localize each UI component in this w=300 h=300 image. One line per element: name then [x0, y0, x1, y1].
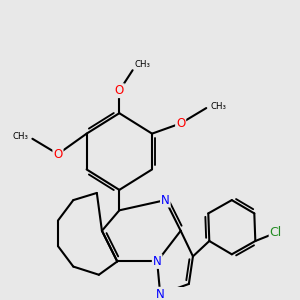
Text: Cl: Cl: [270, 226, 282, 239]
Text: N: N: [153, 255, 161, 268]
Text: O: O: [115, 84, 124, 97]
Text: N: N: [156, 288, 165, 300]
Text: CH₃: CH₃: [12, 132, 28, 141]
Text: CH₃: CH₃: [210, 101, 226, 110]
Text: N: N: [161, 194, 170, 207]
Text: O: O: [176, 117, 185, 130]
Text: CH₃: CH₃: [135, 60, 151, 69]
Text: O: O: [53, 148, 63, 160]
